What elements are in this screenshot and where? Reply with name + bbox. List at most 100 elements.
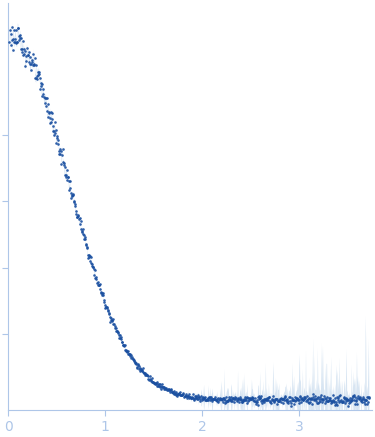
Point [144, 371, 150, 378]
Point [234, 397, 240, 404]
Point [246, 395, 252, 402]
Point [336, 399, 342, 406]
Point [81, 232, 87, 239]
Point [357, 394, 363, 401]
Point [358, 397, 364, 404]
Point [126, 350, 132, 357]
Point [326, 396, 332, 403]
Point [275, 398, 281, 405]
Point [24, 53, 30, 60]
Point [79, 229, 85, 236]
Point [294, 395, 300, 402]
Point [241, 396, 247, 403]
Point [310, 391, 316, 398]
Point [299, 396, 305, 403]
Point [253, 399, 259, 406]
Point [65, 173, 71, 180]
Point [206, 395, 212, 402]
Point [316, 398, 322, 405]
Point [6, 38, 12, 45]
Point [42, 95, 48, 102]
Point [17, 31, 23, 38]
Point [199, 396, 205, 403]
Point [216, 399, 222, 406]
Point [198, 395, 204, 402]
Point [10, 47, 16, 54]
Point [170, 389, 176, 396]
Point [87, 257, 93, 264]
Point [344, 397, 350, 404]
Point [288, 400, 294, 407]
Point [176, 391, 182, 398]
Point [78, 225, 84, 232]
Point [317, 394, 323, 401]
Point [195, 395, 201, 402]
Point [229, 396, 235, 403]
Point [251, 397, 257, 404]
Point [226, 393, 232, 400]
Point [190, 391, 196, 398]
Point [153, 380, 159, 387]
Point [134, 364, 140, 371]
Point [244, 394, 250, 401]
Point [130, 356, 136, 363]
Point [351, 392, 357, 399]
Point [114, 328, 120, 335]
Point [190, 395, 196, 402]
Point [70, 191, 76, 198]
Point [187, 393, 193, 400]
Point [285, 399, 291, 406]
Point [281, 396, 287, 403]
Point [219, 395, 225, 402]
Point [268, 400, 274, 407]
Point [315, 399, 321, 406]
Point [169, 388, 175, 395]
Point [328, 399, 334, 406]
Point [108, 315, 114, 322]
Point [8, 41, 14, 48]
Point [248, 395, 254, 402]
Point [251, 396, 257, 403]
Point [252, 401, 258, 408]
Point [83, 242, 89, 249]
Point [95, 281, 101, 288]
Point [248, 395, 254, 402]
Point [14, 38, 20, 45]
Point [336, 392, 342, 399]
Point [39, 93, 45, 100]
Point [174, 392, 180, 399]
Point [236, 398, 242, 405]
Point [35, 69, 41, 76]
Point [76, 216, 82, 223]
Point [243, 396, 249, 403]
Point [147, 377, 153, 384]
Point [96, 281, 102, 288]
Point [354, 396, 360, 403]
Point [207, 396, 213, 403]
Point [130, 356, 136, 363]
Point [205, 395, 211, 402]
Point [88, 260, 94, 267]
Point [307, 396, 313, 403]
Point [108, 316, 114, 323]
Point [255, 394, 261, 401]
Point [134, 364, 140, 371]
Point [281, 394, 287, 401]
Point [271, 399, 277, 406]
Point [248, 395, 254, 402]
Point [308, 395, 314, 402]
Point [320, 396, 326, 403]
Point [295, 396, 301, 403]
Point [238, 396, 244, 403]
Point [48, 119, 54, 126]
Point [345, 402, 351, 409]
Point [247, 395, 253, 402]
Point [139, 367, 145, 374]
Point [135, 360, 141, 367]
Point [128, 353, 134, 360]
Point [366, 394, 372, 401]
Point [82, 241, 88, 248]
Point [302, 396, 307, 403]
Point [176, 391, 181, 398]
Point [127, 351, 133, 358]
